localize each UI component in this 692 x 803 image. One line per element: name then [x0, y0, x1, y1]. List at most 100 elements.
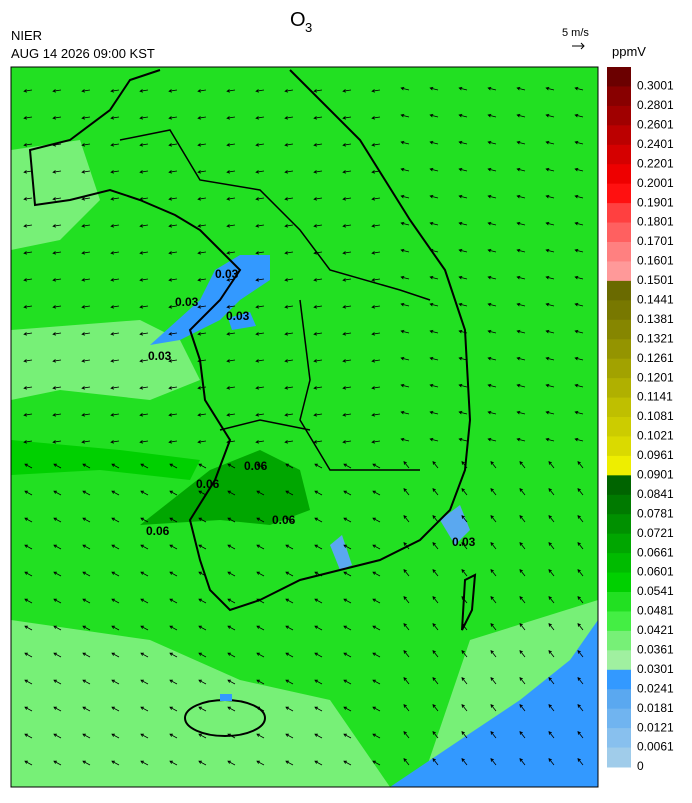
colorbar-segment: [607, 572, 631, 593]
colorbar-segment: [607, 611, 631, 632]
colorbar-segment: [607, 650, 631, 671]
colorbar-label: 0.0421: [637, 623, 674, 637]
colorbar: 0.3001 0.2801 0.2601 0.2401 0.2201 0.2001 0.19…: [607, 67, 674, 773]
colorbar-segment: [607, 105, 631, 126]
colorbar-label: 0.0541: [637, 584, 674, 598]
colorbar-label: 0.0181: [637, 701, 674, 715]
colorbar-segment: [607, 86, 631, 107]
colorbar-segment: [607, 475, 631, 496]
colorbar-segment: [607, 222, 631, 243]
title-subscript: 3: [305, 20, 312, 35]
colorbar-label: 0: [637, 759, 644, 773]
wind-scale-arrow: [572, 42, 585, 50]
colorbar-segment: [607, 436, 631, 457]
contour-label: 0.03: [452, 535, 476, 549]
colorbar-label: 0.0601: [637, 565, 674, 579]
colorbar-segment: [607, 728, 631, 749]
agency: NIER: [11, 28, 42, 43]
colorbar-segment: [607, 630, 631, 651]
colorbar-label: 0.0241: [637, 681, 674, 695]
contour-label: 0.06: [146, 524, 170, 538]
colorbar-segment: [607, 280, 631, 301]
colorbar-segment: [607, 300, 631, 321]
colorbar-label: 0.2401: [637, 137, 674, 151]
colorbar-segment: [607, 708, 631, 729]
colorbar-segment: [607, 455, 631, 476]
contour-label: 0.03: [175, 295, 199, 309]
colorbar-label: 0.2201: [637, 156, 674, 170]
coastline: [28, 69, 472, 612]
low-area: [390, 620, 598, 787]
mid-area: [11, 440, 200, 480]
colorbar-label: 0.0781: [637, 506, 674, 520]
colorbar-label: 0.0121: [637, 720, 674, 734]
colorbar-segment: [607, 183, 631, 204]
colorbar-segment: [607, 592, 631, 612]
colorbar-segment: [607, 144, 631, 165]
low-area: [330, 535, 352, 570]
title: O: [290, 9, 306, 31]
low-area: [150, 255, 270, 345]
colorbar-label: 0.0901: [637, 468, 674, 482]
wind-scale-label: 5 m/s: [562, 27, 589, 39]
colorbar-segment: [607, 378, 631, 399]
colorbar-label: 0.1081: [637, 409, 674, 423]
colorbar-segment: [607, 747, 631, 768]
colorbar-label: 0.1321: [637, 331, 674, 345]
colorbar-segment: [607, 553, 631, 574]
island: [461, 573, 477, 631]
colorbar-segment: [607, 397, 631, 418]
contour-label: 0.06: [196, 477, 220, 491]
map-frame: [10, 66, 599, 788]
colorbar-segment: [607, 514, 631, 535]
colorbar-segment: [607, 339, 631, 360]
wind-arrows: [23, 86, 584, 766]
colorbar-segment: [607, 533, 631, 554]
colorbar-label: 0.1601: [637, 254, 674, 268]
colorbar-label: 0.0061: [637, 740, 674, 754]
colorbar-label: 0.1801: [637, 215, 674, 229]
contour-label: 0.06: [244, 459, 268, 473]
colorbar-label: 0.1501: [637, 273, 674, 287]
colorbar-label: 0.3001: [637, 79, 674, 93]
colorbar-label: 0.1021: [637, 429, 674, 443]
colorbar-segment: [607, 494, 631, 515]
contour-label: 0.03: [226, 309, 250, 323]
colorbar-label: 0.1701: [637, 234, 674, 248]
colorbar-segment: [607, 261, 631, 282]
colorbar-label: 0.1141: [637, 390, 673, 404]
low-area: [220, 694, 232, 701]
jeju-island: [184, 699, 266, 737]
low-area: [228, 312, 256, 330]
colorbar-segment: [607, 125, 631, 146]
colorbar-label: 0.0301: [637, 662, 674, 676]
province-border: [119, 129, 431, 471]
colorbar-label: 0.2801: [637, 98, 674, 112]
colorbar-segment: [607, 67, 631, 87]
map: 0.03 0.03 0.03 0.03 0.06 0.06 0.06 0.06 0.03: [10, 66, 599, 788]
colorbar-segment: [607, 242, 631, 262]
colorbar-label: 0.1381: [637, 312, 674, 326]
colorbar-label: 0.1261: [637, 351, 674, 365]
colorbar-segment: [607, 203, 631, 224]
low-area: [440, 505, 470, 545]
colorbar-segment: [607, 164, 631, 185]
contour-label: 0.03: [148, 349, 172, 363]
colorbar-label: 0.1441: [637, 293, 674, 307]
colorbar-label: 0.0481: [637, 604, 674, 618]
colorbar-label: 0.1201: [637, 370, 674, 384]
colorbar-label: 0.2001: [637, 176, 674, 190]
unit: ppmV: [612, 44, 646, 59]
dark-area: [140, 450, 310, 525]
colorbar-segment: [607, 319, 631, 340]
contour-label: 0.03: [215, 267, 239, 281]
colorbar-label: 0.0361: [637, 643, 674, 657]
colorbar-segment: [607, 669, 631, 690]
colorbar-label: 0.2601: [637, 118, 674, 132]
colorbar-segment: [607, 358, 631, 379]
colorbar-label: 0.1901: [637, 195, 674, 209]
colorbar-label: 0.0721: [637, 526, 674, 540]
colorbar-label: 0.0961: [637, 448, 674, 462]
colorbar-label: 0.0841: [637, 487, 674, 501]
